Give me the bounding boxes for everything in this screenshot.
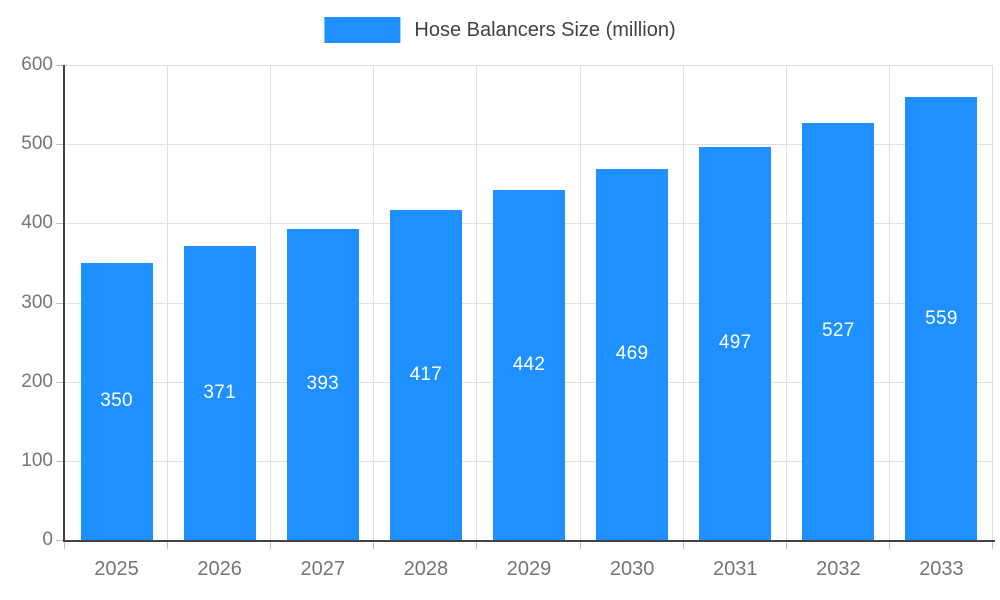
legend[interactable]: Hose Balancers Size (million) [324,17,676,43]
x-tick-mark [992,542,993,549]
bar-2029[interactable]: 442 [493,190,565,540]
x-axis-line [63,540,995,542]
bar-value-label: 393 [306,373,340,395]
bar-2028[interactable]: 417 [389,209,462,540]
legend-label: Hose Balancers Size (million) [414,18,676,41]
gridline-vertical [579,65,581,540]
x-tick-label: 2025 [94,558,139,580]
x-tick-mark [270,542,272,549]
gridline-horizontal [65,144,993,146]
x-tick-label: 2027 [300,558,346,580]
gridline-vertical [270,65,272,540]
x-tick-mark [373,542,375,549]
bar-2027[interactable]: 393 [286,228,359,540]
y-tick-label: 0 [42,529,53,550]
bar-value-label: 371 [203,382,236,404]
bar-2025[interactable]: 350 [80,262,153,540]
y-tick-label: 400 [21,212,53,234]
y-tick-mark [56,65,63,66]
x-tick-mark [64,542,65,549]
y-tick-mark [56,144,63,146]
y-tick-mark [56,302,63,304]
x-tick-mark [682,542,684,549]
plot-area: 350 371 393 417 442 469 497 527 559 [65,65,993,540]
gridline-vertical [682,65,684,540]
y-tick-label: 500 [21,133,53,155]
y-tick-mark [56,381,63,383]
x-tick-label: 2029 [506,558,552,580]
gridline-horizontal [65,65,993,66]
y-axis-line [63,65,65,542]
bar-value-label: 527 [822,320,855,342]
x-tick-label: 2030 [609,558,655,580]
y-tick-label: 300 [21,291,53,313]
y-tick-mark [56,223,63,225]
x-tick-mark [785,542,787,549]
bar-value-label: 417 [409,363,443,385]
bar-2030[interactable]: 469 [596,168,669,540]
y-tick-mark [56,460,63,462]
bar-value-label: 559 [925,307,958,329]
bar-value-label: 469 [615,343,649,365]
x-tick-mark [167,542,169,549]
gridline-vertical [992,65,993,540]
x-tick-label: 2033 [919,558,964,580]
y-tick-label: 200 [21,370,53,392]
bar-2033[interactable]: 559 [905,97,978,540]
y-tick-mark [56,540,63,541]
gridline-vertical [476,65,478,540]
bar-value-label: 497 [718,332,752,354]
bar-value-label: 350 [100,390,133,412]
gridline-vertical [373,65,375,540]
legend-swatch [324,17,401,43]
x-tick-label: 2032 [816,558,861,580]
gridline-vertical [167,65,169,540]
gridline-vertical [785,65,787,540]
gridline-vertical [888,65,890,540]
x-tick-label: 2026 [197,558,242,580]
bar-2031[interactable]: 497 [699,146,772,540]
bar-2026[interactable]: 371 [183,246,256,540]
x-tick-label: 2031 [712,558,758,580]
x-tick-label: 2028 [403,558,449,580]
y-tick-label: 100 [21,449,53,471]
x-tick-mark [579,542,581,549]
x-tick-mark [888,542,890,549]
bar-value-label: 442 [512,354,546,376]
y-tick-label: 600 [21,54,53,75]
bar-2032[interactable]: 527 [802,122,875,540]
x-tick-mark [476,542,478,549]
